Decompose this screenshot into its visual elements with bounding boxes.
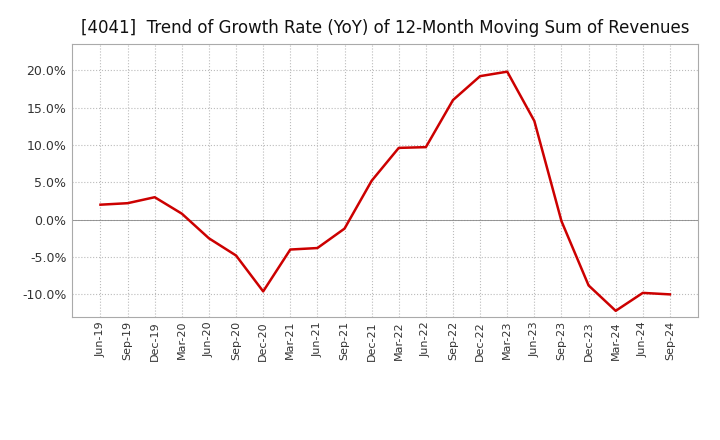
Title: [4041]  Trend of Growth Rate (YoY) of 12-Month Moving Sum of Revenues: [4041] Trend of Growth Rate (YoY) of 12-… xyxy=(81,19,690,37)
